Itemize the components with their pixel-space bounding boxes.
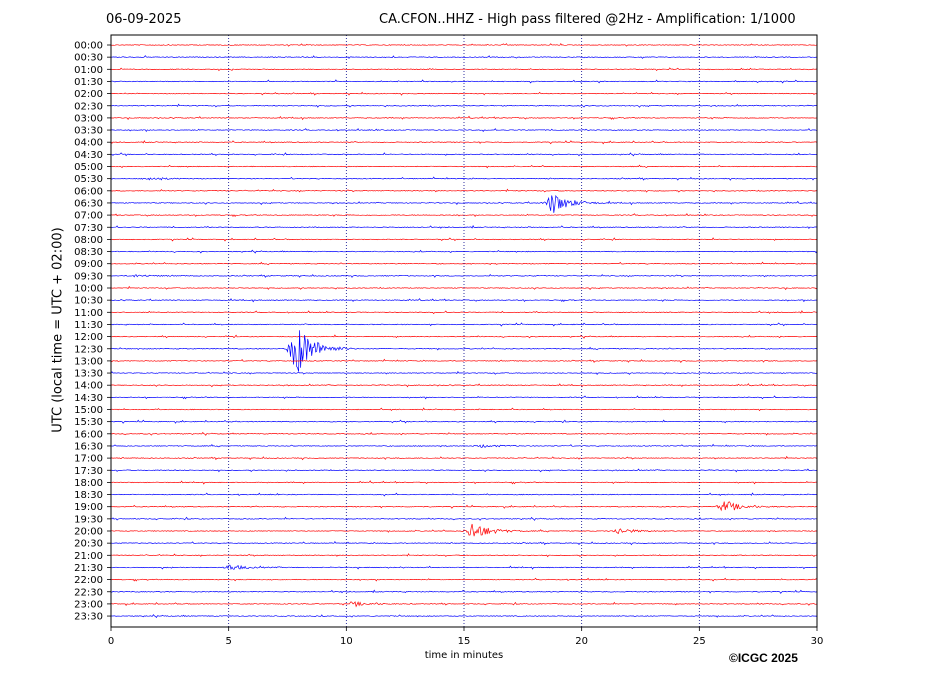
y-tick-label: 09:00 [74,259,103,270]
y-tick-label: 13:30 [74,369,103,380]
y-tick-label: 04:00 [74,138,103,149]
copyright-notice: ©ICGC 2025 [729,651,798,665]
trace-1130 [110,322,818,327]
y-tick-label: 23:30 [74,612,103,623]
trace-1330 [110,370,818,376]
trace-0200 [110,91,818,96]
trace-0430 [110,152,818,157]
trace-1200 [110,334,818,339]
trace-1500 [110,407,818,412]
date-label: 06-09-2025 [106,12,182,27]
y-tick-label: 17:00 [74,454,103,465]
y-tick-label: 12:30 [74,344,103,355]
trace-0030 [110,55,818,59]
y-tick-label: 21:00 [74,551,103,562]
y-tick-label: 15:30 [74,417,103,428]
y-tick-label: 07:30 [74,223,103,234]
y-tick-label: 08:30 [74,247,103,258]
trace-0630 [110,194,817,213]
y-tick-label: 14:30 [74,393,103,404]
trace-0500 [110,164,817,169]
trace-0230 [110,103,817,108]
trace-0400 [110,140,818,145]
trace-0600 [110,188,818,193]
y-tick-label: 12:00 [74,332,103,343]
y-tick-label: 14:00 [74,381,103,392]
y-tick-label: 05:30 [74,174,103,185]
y-tick-label: 19:00 [74,502,103,513]
trace-2230 [111,589,818,594]
y-tick-label: 16:30 [74,441,103,452]
x-tick-label: 20 [575,636,588,647]
x-tick-label: 0 [108,636,114,647]
trace-0330 [110,128,818,133]
trace-1100 [110,310,818,315]
y-tick-label: 16:00 [74,429,103,440]
y-tick-label: 15:00 [74,405,103,416]
y-tick-label: 09:30 [74,271,103,282]
trace-0100 [110,67,818,72]
y-tick-label: 20:30 [74,539,103,550]
trace-1430 [110,395,818,400]
y-tick-label: 06:30 [74,198,103,209]
trace-0530 [110,176,818,181]
x-tick-label: 10 [340,636,353,647]
y-tick-label: 20:00 [74,527,103,538]
y-tick-label: 18:30 [74,490,103,501]
y-tick-label: 01:00 [74,65,103,76]
y-tick-label: 04:30 [74,150,103,161]
trace-2300 [110,601,818,608]
x-tick-label: 5 [225,636,231,647]
y-tick-label: 01:30 [74,77,103,88]
trace-2130 [110,564,817,570]
trace-2200 [110,577,818,582]
y-tick-label: 18:00 [74,478,103,489]
x-tick-label: 30 [811,636,824,647]
y-tick-label: 03:30 [74,126,103,137]
y-tick-label: 23:00 [74,599,103,610]
y-tick-label: 00:30 [74,53,103,64]
y-axis-label: UTC (local time = UTC + 02:00) [50,227,66,433]
trace-1230 [111,330,818,372]
y-tick-label: 13:00 [74,356,103,367]
y-tick-label: 21:30 [74,563,103,574]
y-tick-label: 08:00 [74,235,103,246]
y-tick-label: 00:00 [74,41,103,52]
y-tick-label: 22:00 [74,575,103,586]
trace-0130 [110,79,818,84]
y-tick-label: 02:00 [74,89,103,100]
plot-frame [110,34,818,628]
y-tick-label: 11:30 [74,320,103,331]
trace-1400 [110,383,818,388]
y-tick-label: 07:00 [74,211,103,222]
trace-2330 [111,614,818,619]
y-tick-label: 22:30 [74,587,103,598]
y-tick-label: 17:30 [74,466,103,477]
y-tick-label: 06:00 [74,186,103,197]
trace-1300 [110,358,818,363]
x-axis-label: time in minutes [424,650,504,661]
x-tick-label: 25 [693,636,706,647]
y-tick-label: 03:00 [74,113,103,124]
y-tick-label: 05:00 [74,162,103,173]
trace-1530 [111,419,817,424]
y-tick-label: 02:30 [74,101,103,112]
y-tick-label: 11:00 [74,308,103,319]
trace-0300 [110,115,817,121]
chart-title: CA.CFON..HHZ - High pass filtered @2Hz -… [379,12,796,27]
y-tick-label: 19:30 [74,514,103,525]
trace-1900 [110,501,818,512]
x-tick-label: 15 [458,636,471,647]
y-tick-label: 10:00 [74,284,103,295]
trace-2100 [110,553,818,558]
trace-1630 [111,443,818,448]
y-tick-label: 10:30 [74,296,103,307]
